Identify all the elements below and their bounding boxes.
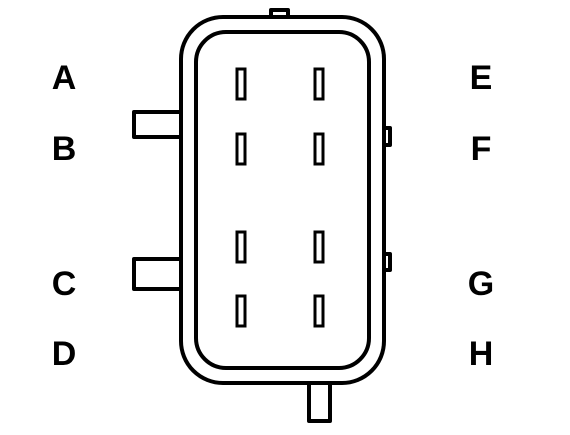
pin-terminal-slot bbox=[313, 294, 325, 328]
pin-terminal-slot bbox=[235, 230, 247, 264]
pin-label-b: B bbox=[52, 130, 77, 168]
inner-wall bbox=[194, 30, 371, 370]
pin-terminal-slot bbox=[235, 294, 247, 328]
pin-label-g: G bbox=[468, 265, 494, 303]
top-key-tab bbox=[269, 8, 290, 18]
left-upper-tab bbox=[132, 110, 182, 139]
pin-label-h: H bbox=[469, 335, 494, 373]
pin-terminals bbox=[235, 67, 325, 328]
pin-label-a: A bbox=[52, 59, 77, 97]
pin-label-e: E bbox=[470, 59, 493, 97]
pin-label-f: F bbox=[471, 130, 492, 168]
pin-label-c: C bbox=[52, 265, 77, 303]
bottom-key-post bbox=[307, 383, 332, 423]
pin-labels-left: A B C D bbox=[52, 59, 77, 373]
outer-shell bbox=[179, 15, 386, 385]
pin-terminal-slot bbox=[313, 67, 325, 101]
pin-terminal-slot bbox=[235, 132, 247, 166]
pin-terminal-slot bbox=[313, 230, 325, 264]
pin-labels-right: E F G H bbox=[468, 59, 494, 373]
pin-label-d: D bbox=[52, 335, 77, 373]
connector-housing bbox=[132, 8, 392, 423]
pin-terminal-slot bbox=[235, 67, 247, 101]
pin-terminal-slot bbox=[313, 132, 325, 166]
left-lower-tab bbox=[132, 257, 182, 291]
